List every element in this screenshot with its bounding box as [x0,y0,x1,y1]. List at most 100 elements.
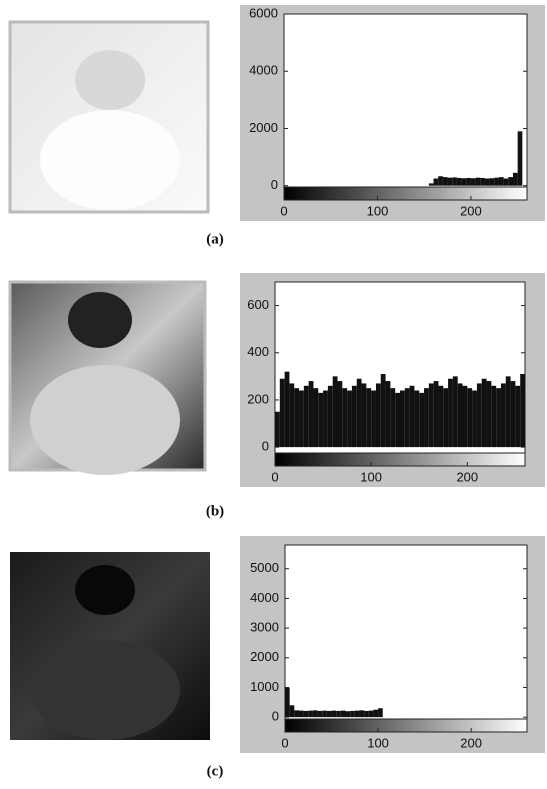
histogram-bar [359,710,365,718]
histogram-bar [279,378,285,448]
histogram-bar [498,177,504,186]
histogram-bar [361,383,367,448]
histogram-bar [470,178,476,186]
histogram-bar [517,131,523,186]
histogram-bar [419,392,425,448]
histogram-bar [289,705,295,718]
histogram-bar [456,177,462,186]
histogram-bar [364,710,369,718]
photo-c [10,552,210,740]
histogram-bar [520,374,525,448]
histogram-bar [308,710,313,718]
y-tick-label: 200 [247,391,269,406]
histogram-bar [472,390,477,448]
x-tick-label: 100 [367,735,389,750]
y-tick-label: 5000 [250,560,279,575]
histogram-bar [500,383,506,448]
histogram-bar [424,388,429,448]
plot-area [284,544,528,733]
histogram-bar [354,710,360,718]
colorbar [284,718,528,733]
histogram-bar [390,388,396,448]
histogram-bar [275,411,280,448]
histogram-bar [466,177,471,186]
histogram-bar [503,178,509,186]
histogram-bar [409,385,415,448]
histogram-bar [496,388,501,448]
photo-b [8,280,207,475]
histogram-bar [323,390,328,448]
histogram-bar [366,388,372,448]
caption: (c) [207,763,224,779]
y-tick-label: 1000 [250,679,279,694]
histogram-bar [356,378,362,448]
histogram-bar [312,710,318,718]
y-tick-label: 6000 [249,5,278,20]
x-tick-label: 200 [460,203,482,218]
photo-a [8,20,210,214]
x-tick-label: 200 [456,469,478,484]
histogram-bar [480,177,485,186]
histogram-bar [484,178,490,186]
histogram-bar [438,385,444,448]
caption: (b) [206,503,224,519]
histogram-bar [452,177,457,186]
histogram-bar [326,710,332,718]
y-tick-label: 0 [272,709,279,724]
plot-area [283,13,528,201]
histogram-bar [337,381,343,448]
histogram-bar [284,371,290,448]
histogram-bar [447,177,453,186]
histogram-bar [476,383,482,448]
histogram-bar [327,385,333,448]
x-tick-label: 100 [360,469,382,484]
histogram-bar [340,710,346,718]
histogram-bar [322,710,327,718]
histogram-bar [461,178,467,186]
histogram-bar [294,710,299,718]
histogram-bar [433,178,439,186]
histogram-bar [428,183,434,186]
histogram-bar [491,385,497,448]
histogram-bar [318,392,324,448]
histogram-bar [443,388,449,448]
histogram-bar [486,381,492,448]
colorbar [274,452,526,467]
histogram-bar [433,381,439,448]
histogram-bar [510,381,516,448]
histogram-bar [512,172,518,186]
y-tick-label: 2000 [249,120,278,135]
x-tick-label: 200 [460,735,482,750]
histogram-bar [345,711,351,718]
y-tick-label: 400 [247,344,269,359]
histogram-bar [373,709,379,718]
x-tick-label: 0 [280,203,287,218]
histogram-bar [428,383,434,448]
histogram-bar [368,710,374,718]
histogram-bar [336,710,341,718]
histogram-bar [462,385,468,448]
y-tick-label: 4000 [249,63,278,78]
histogram-bar [289,383,295,448]
histogram-bar [378,708,383,718]
histogram-bar [489,178,495,186]
y-tick-label: 3000 [250,620,279,635]
histogram-bar [438,176,443,186]
histogram-bar [404,388,410,448]
histogram-bar [285,687,290,718]
histogram-bar [467,388,473,448]
histogram-bar [475,177,481,186]
histogram-bar [332,376,338,448]
x-tick-label: 0 [281,735,288,750]
histogram-bar [350,710,355,718]
colorbar [283,186,528,201]
y-tick-label: 600 [247,297,269,312]
histogram-bar [442,177,448,186]
histogram-bar [313,388,319,448]
histogram-bar [331,710,337,718]
histogram-bar [452,376,458,448]
y-tick-label: 0 [271,177,278,192]
histogram-bar [494,177,499,186]
histogram-bar [303,385,309,448]
